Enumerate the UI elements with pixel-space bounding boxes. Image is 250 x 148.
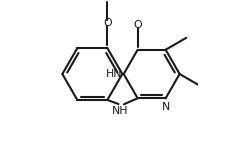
Text: NH: NH [112,106,129,116]
Text: O: O [103,18,112,28]
Text: N: N [162,102,170,112]
Text: O: O [133,20,142,30]
Text: HN: HN [106,69,122,79]
